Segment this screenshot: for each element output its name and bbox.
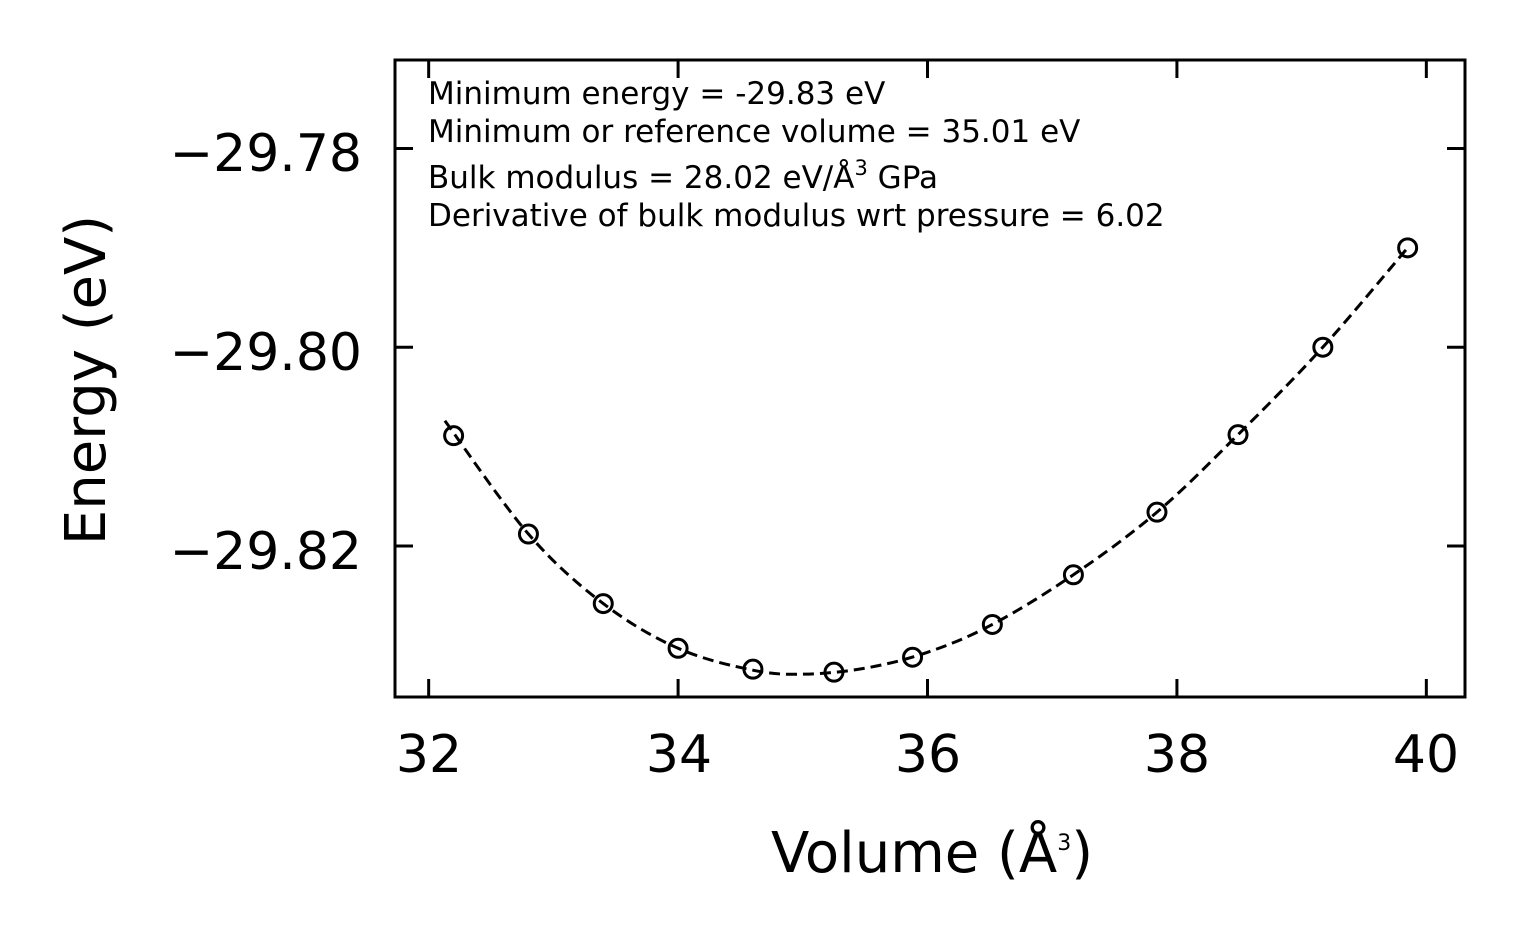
annotation-bulk-modulus: Bulk modulus = 28.02 eV/Å3 GPa (428, 156, 938, 196)
y-tick-labels: −29.78 −29.80 −29.82 (170, 124, 362, 582)
data-point (742, 658, 764, 680)
annotation-ref-volume: Minimum or reference volume = 35.01 eV (428, 114, 1080, 150)
data-point (1312, 336, 1334, 358)
data-point (667, 637, 689, 659)
x-tick-label: 40 (1393, 725, 1459, 785)
data-point (981, 613, 1003, 635)
fit-curve (443, 246, 1409, 676)
y-tick-label: −29.82 (170, 522, 362, 582)
x-tick-labels: 32 34 36 38 40 (396, 725, 1459, 785)
data-point (517, 523, 539, 545)
data-point (1062, 564, 1084, 586)
data-point (902, 646, 924, 668)
data-point (592, 593, 614, 615)
annotation-min-energy: Minimum energy = -29.83 eV (428, 76, 885, 112)
data-point (1227, 424, 1249, 446)
data-point (443, 425, 465, 447)
data-point (1397, 237, 1419, 259)
data-point (1146, 501, 1168, 523)
x-tick-label: 36 (895, 725, 961, 785)
plot-area (393, 58, 1467, 699)
x-tick-label: 32 (396, 725, 462, 785)
x-axis-label: Volume (Å3) (771, 820, 1093, 886)
x-tick-label: 34 (646, 725, 712, 785)
annotation-bulk-derivative: Derivative of bulk modulus wrt pressure … (428, 198, 1165, 234)
x-tick-label: 38 (1144, 725, 1210, 785)
y-tick-label: −29.80 (170, 323, 362, 383)
plot-frame (393, 58, 1467, 699)
data-point (823, 661, 845, 683)
y-axis-label: Energy (eV) (54, 215, 119, 545)
y-tick-label: −29.78 (170, 124, 362, 184)
annotation-block: Minimum energy = -29.83 eV Minimum or re… (428, 76, 1165, 234)
